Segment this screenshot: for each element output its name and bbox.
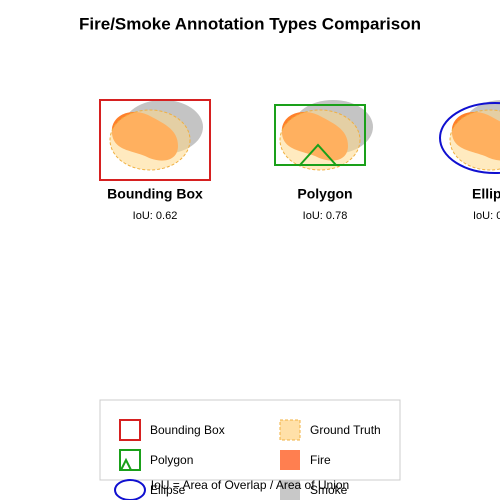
panel-label: Polygon xyxy=(297,186,352,202)
legend-icon xyxy=(279,419,301,441)
legend: Bounding Box Ground Truth Polygon Fire E… xyxy=(99,399,401,500)
formula: IoU = Area of Overlap / Area of Union xyxy=(151,478,349,492)
iou-label: IoU: 0.62 xyxy=(133,210,178,222)
scene xyxy=(279,99,374,171)
title: Fire/Smoke Annotation Types Comparison xyxy=(79,14,421,33)
legend-icon xyxy=(120,457,132,471)
legend-label: Fire xyxy=(310,453,331,467)
legend-label: Ground Truth xyxy=(310,423,381,437)
legend-label: Ellipse xyxy=(150,483,186,497)
scene xyxy=(109,99,204,171)
polygon xyxy=(299,143,337,166)
ellipse xyxy=(439,102,500,174)
legend-icon xyxy=(280,450,300,470)
panel: Ellipse IoU: 0 xyxy=(439,99,500,222)
iou-label: IoU: 0 xyxy=(473,210,500,222)
legend-label: Smoke xyxy=(310,483,348,497)
polygon-box xyxy=(274,104,366,166)
panel-label: Ellipse xyxy=(472,186,500,202)
legend-icon xyxy=(119,419,141,441)
panel: Bounding Box IoU: 0.62 xyxy=(99,99,211,222)
panel-label: Bounding Box xyxy=(107,186,203,202)
legend-icon xyxy=(114,479,146,500)
panel: Polygon IoU: 0.78 xyxy=(274,99,374,222)
legend-label: Bounding Box xyxy=(150,423,225,437)
legend-icon xyxy=(280,480,300,500)
bounding-box xyxy=(99,99,211,181)
legend-frame xyxy=(99,399,401,481)
iou-label: IoU: 0.78 xyxy=(303,210,348,222)
scene xyxy=(449,99,500,171)
legend-label: Polygon xyxy=(150,453,193,467)
